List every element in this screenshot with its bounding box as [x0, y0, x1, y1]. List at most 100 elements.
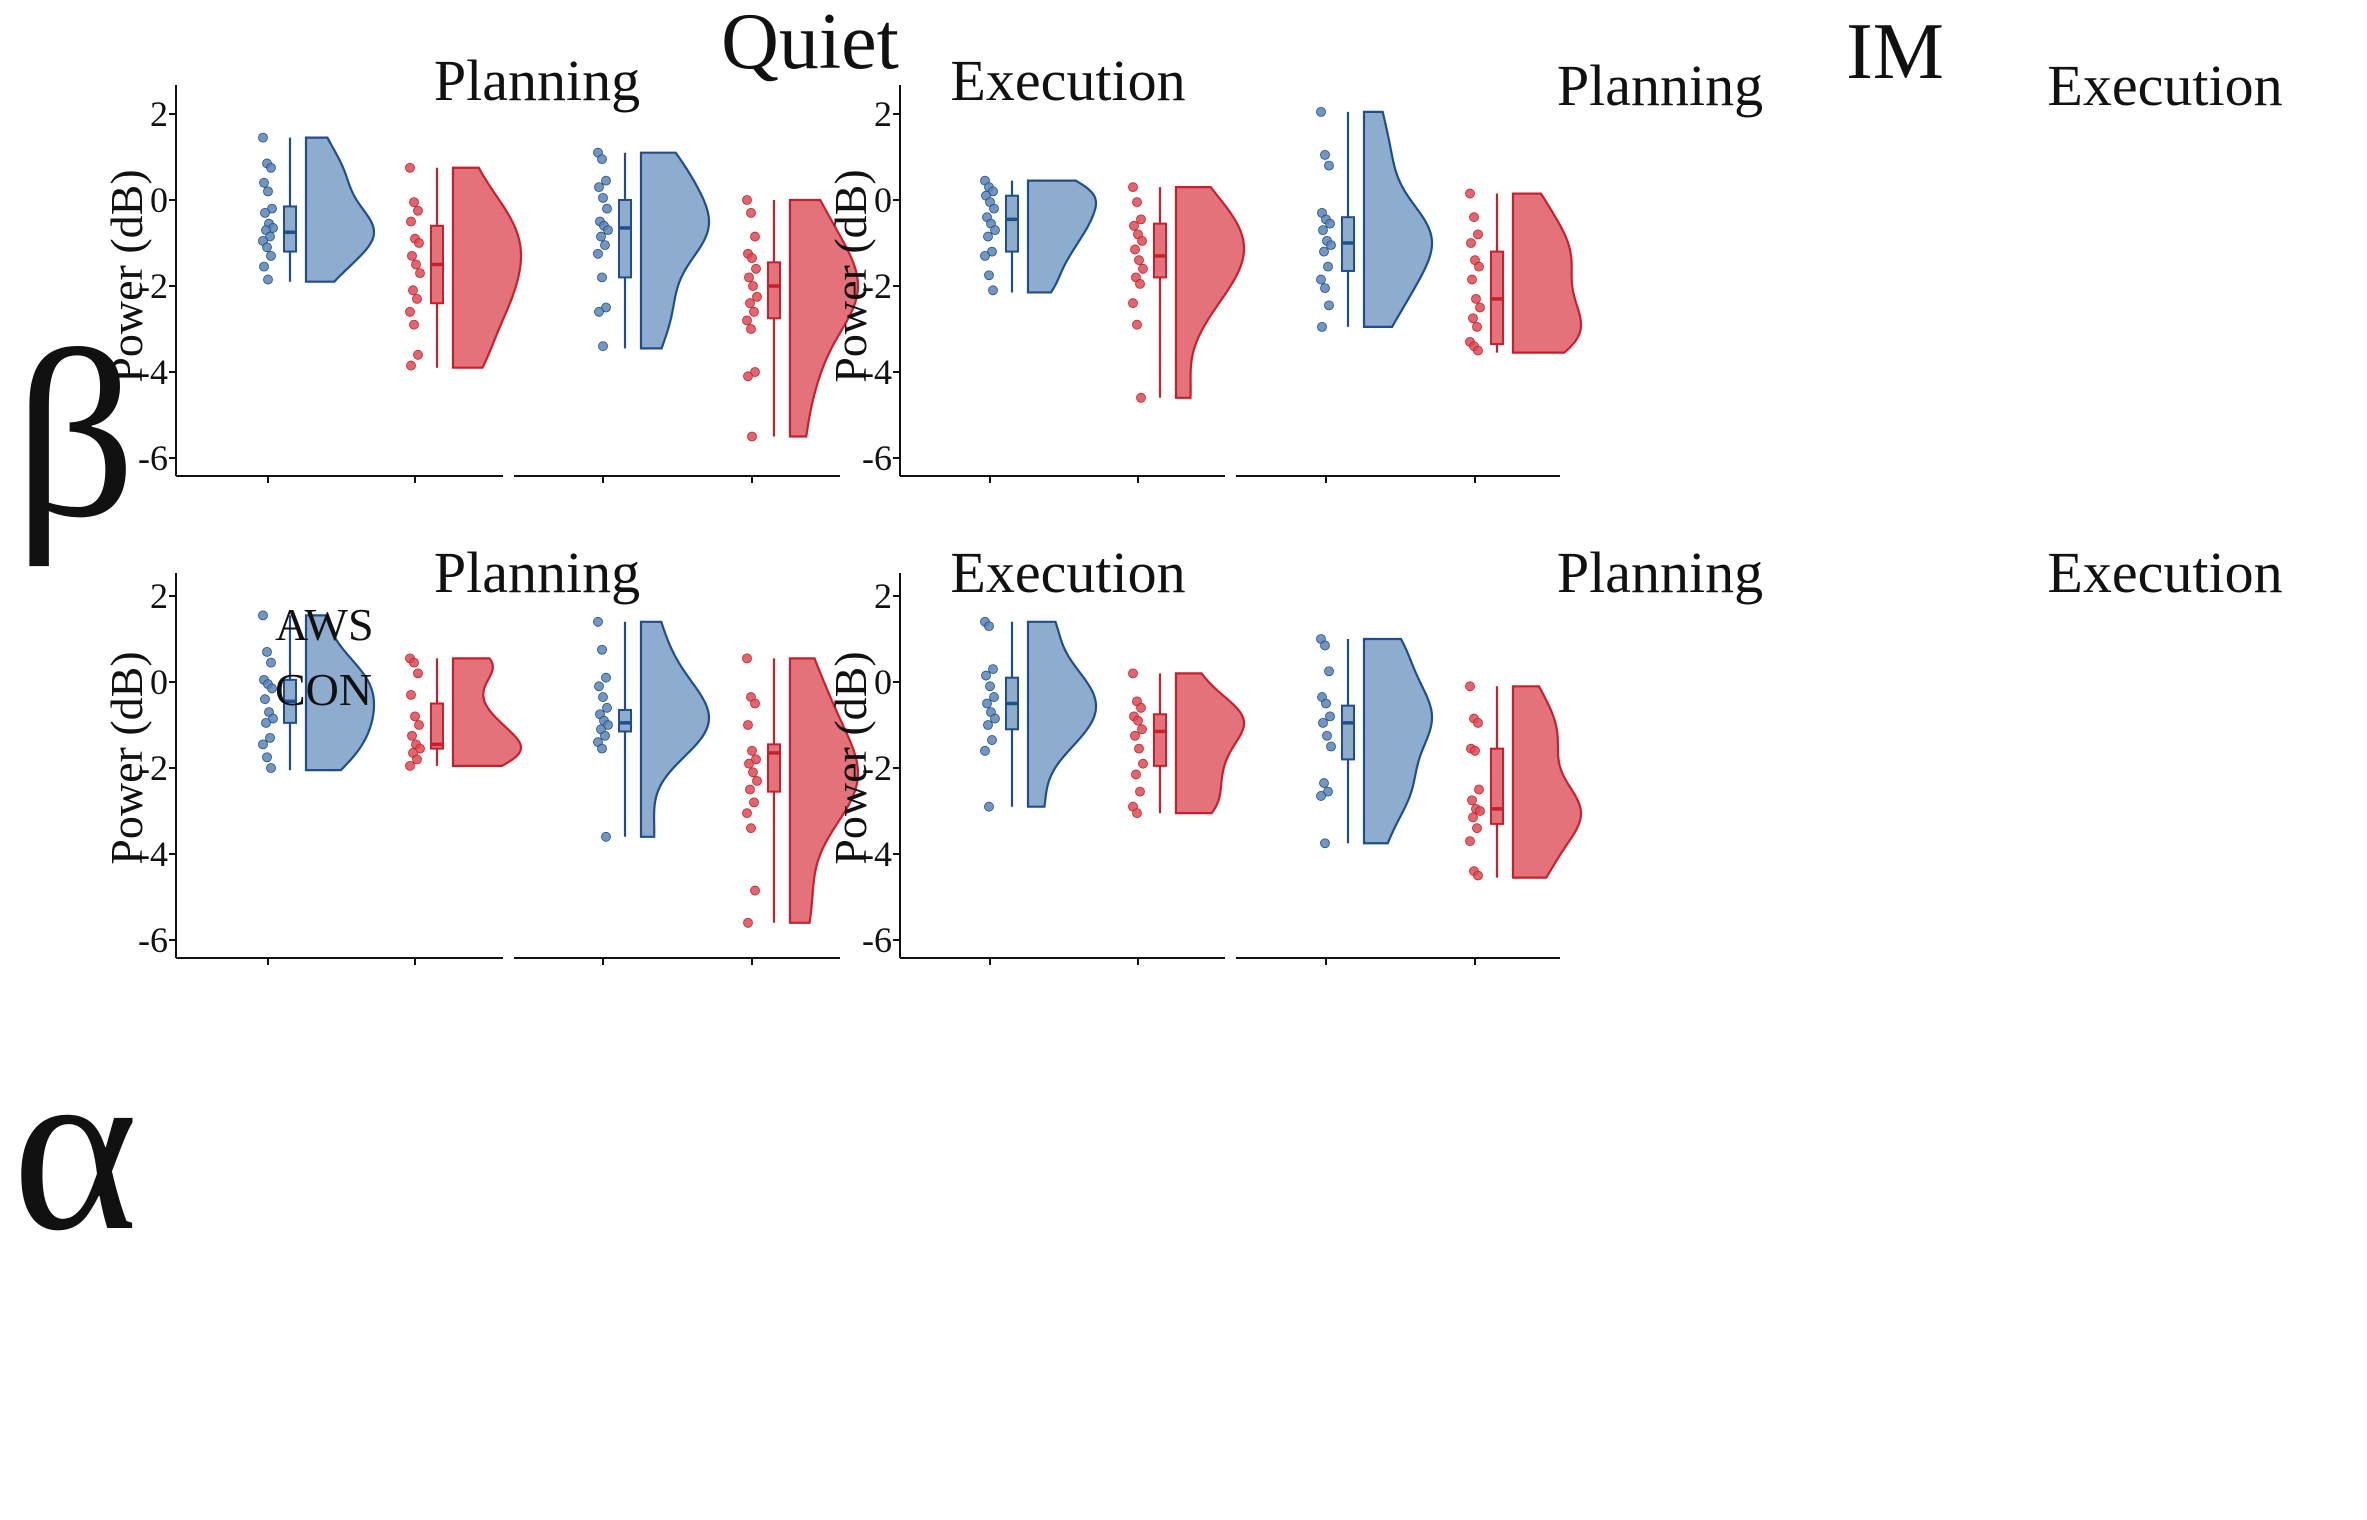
density-violin [1511, 685, 1583, 879]
density-violin [788, 657, 860, 924]
data-point [989, 203, 999, 214]
data-point [598, 341, 608, 352]
band-label-alpha: α [12, 1014, 138, 1280]
data-point [601, 175, 611, 186]
data-point [1320, 640, 1330, 651]
data-point [413, 205, 423, 216]
box [767, 743, 781, 793]
data-point [1324, 160, 1334, 171]
phase-title: Planning [1557, 540, 1763, 605]
data-point [1473, 229, 1483, 240]
y-tick-label: 0 [150, 180, 168, 220]
y-tick-label: -4 [138, 352, 168, 392]
data-point [405, 760, 415, 771]
panel-alpha-im: 2 0 -2 -4 -6 Power (dB) Planning Execution [825, 540, 2283, 965]
data-point [1319, 246, 1329, 257]
data-point [1128, 668, 1138, 679]
data-point [1469, 212, 1479, 223]
data-point [746, 823, 756, 834]
data-point [1474, 784, 1484, 795]
data-point [984, 621, 994, 631]
group-aws [405, 162, 523, 371]
data-point [266, 250, 276, 261]
condition-title-im: IM [1846, 8, 1944, 96]
group-aws [1128, 668, 1246, 819]
data-point [743, 917, 753, 928]
data-point [262, 752, 272, 763]
data-point [597, 743, 607, 754]
data-point [1474, 261, 1484, 272]
data-point [1467, 795, 1477, 806]
data-point [597, 154, 607, 165]
y-tick-label: 0 [874, 180, 892, 220]
data-point [1128, 298, 1138, 309]
density-violin [304, 614, 376, 772]
box [430, 702, 444, 750]
data-point [1317, 321, 1327, 332]
data-point [750, 231, 760, 242]
data-point [1473, 717, 1483, 728]
legend-aws: AWS [275, 599, 374, 650]
group-con [1316, 634, 1434, 849]
data-point [598, 692, 608, 702]
phase-title: Planning [434, 48, 640, 113]
data-point [752, 776, 762, 786]
data-point [259, 261, 269, 272]
phase-title: Execution [2047, 53, 2282, 118]
data-point [744, 758, 754, 769]
data-point [1467, 274, 1477, 285]
data-point [1475, 302, 1485, 313]
data-point [412, 293, 422, 304]
y-tick-label: -2 [138, 266, 168, 306]
data-point [260, 207, 270, 218]
data-point [414, 720, 424, 730]
data-point [1324, 666, 1334, 677]
data-point [1465, 836, 1475, 846]
y-tick-label: 2 [150, 94, 168, 134]
y-tick-label: -4 [138, 834, 168, 874]
y-tick-label: -6 [862, 920, 892, 960]
data-point [982, 698, 992, 709]
data-point [413, 349, 423, 360]
data-point [748, 767, 758, 778]
box [283, 205, 297, 253]
data-point [1326, 240, 1336, 251]
y-tick-label: -4 [862, 834, 892, 874]
data-point [406, 360, 416, 371]
data-point [1137, 235, 1147, 246]
box [618, 708, 632, 733]
data-point [603, 720, 613, 730]
data-point [1473, 345, 1483, 356]
data-point [1132, 319, 1142, 330]
panel-alpha-quiet: 2 0 -2 -4 -6 Power (dB) Planning Execution [101, 540, 1186, 965]
data-point [749, 797, 759, 808]
group-con [593, 616, 711, 842]
data-point [989, 692, 999, 702]
data-point [265, 231, 275, 242]
data-point [1133, 715, 1143, 726]
y-axis-label: Power (dB) [101, 651, 152, 864]
data-point [258, 739, 268, 750]
box [1153, 713, 1167, 767]
data-point [267, 683, 277, 694]
density-violin [451, 166, 523, 369]
data-point [266, 763, 276, 773]
y-tick-label: 0 [150, 662, 168, 702]
data-point [1320, 838, 1330, 849]
data-point [1138, 758, 1148, 769]
data-point [751, 263, 761, 274]
data-point [990, 225, 1000, 236]
panel-beta-quiet: 2 0 -2 -4 -6 Power (dB) Planning Execution [101, 48, 1186, 483]
data-point [415, 268, 425, 279]
data-point [600, 730, 610, 741]
data-point [980, 250, 990, 261]
data-point [1468, 313, 1478, 324]
density-violin [1174, 186, 1246, 399]
data-point [742, 808, 752, 819]
data-point [747, 431, 757, 442]
data-point [1129, 220, 1139, 231]
data-point [1473, 870, 1483, 881]
group-con [980, 616, 1098, 812]
data-point [597, 644, 607, 655]
density-violin [639, 620, 711, 838]
